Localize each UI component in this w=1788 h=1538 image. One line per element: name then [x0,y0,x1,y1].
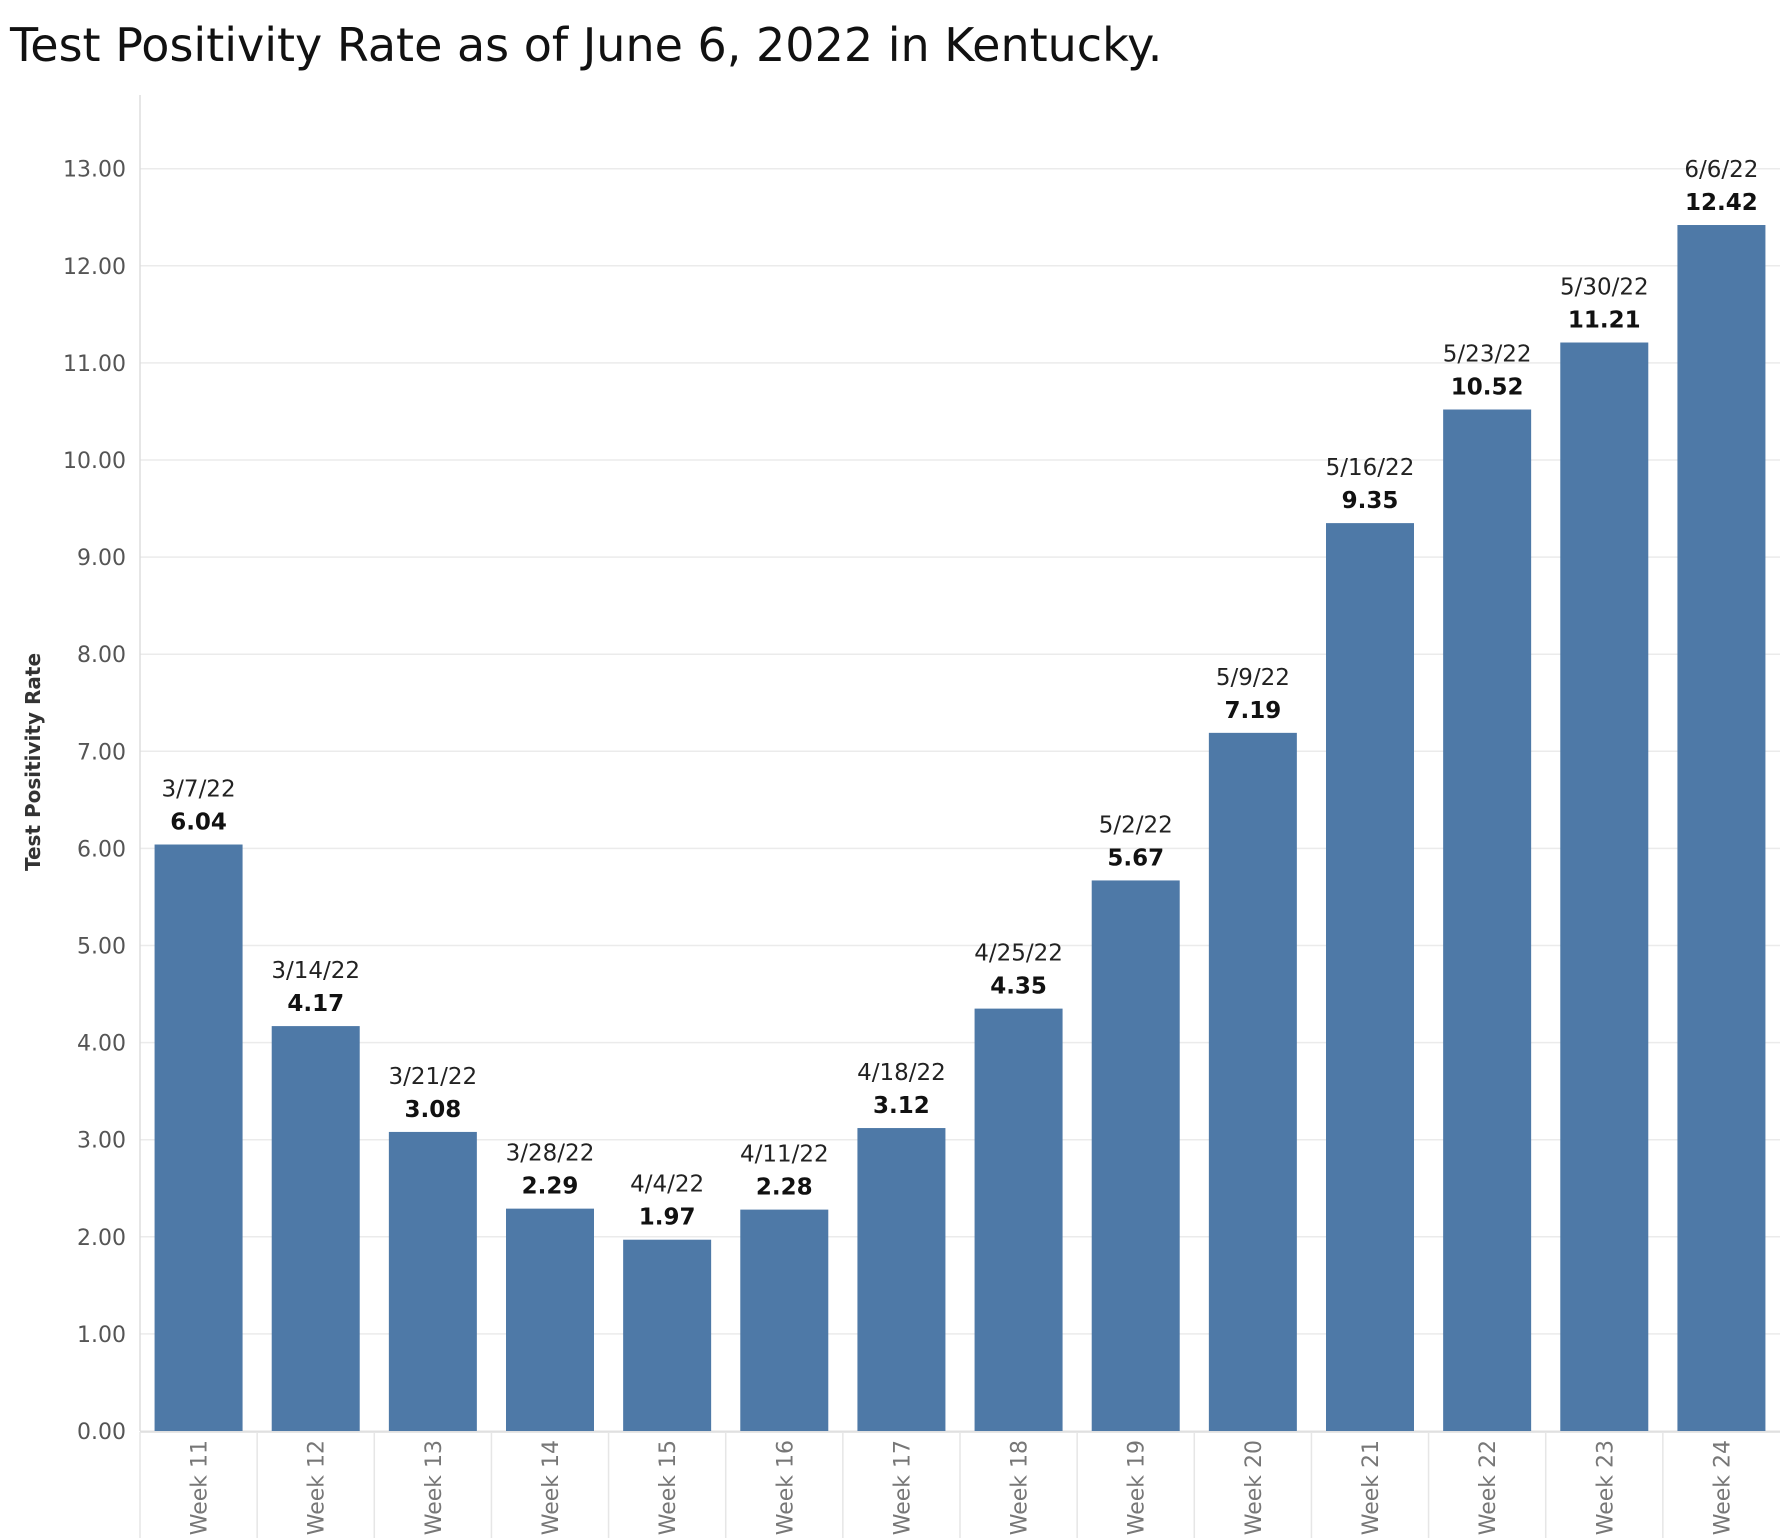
bar-value-label: 4.17 [287,991,344,1017]
x-tick-label: Week 11 [188,1440,213,1535]
x-tick-label: Week 15 [656,1440,681,1535]
bar-date-label: 4/25/22 [974,941,1063,967]
bar-value-label: 3.12 [873,1093,930,1119]
x-tick-label: Week 17 [890,1440,915,1535]
x-tick-label: Week 12 [305,1440,330,1535]
bar [857,1128,946,1431]
bar-value-label: 7.19 [1224,698,1281,724]
bar-value-label: 2.28 [756,1175,813,1201]
y-tick-label: 13.00 [63,158,126,183]
data-labels: 3/7/22 6.04 3/14/22 4.17 3/21/22 3.08 3/28/22 2… [162,157,1759,1231]
axes: 0.00 1.00 2.00 3.00 4.00 5.00 6.00 7.00 8.00 9.00… [63,95,1780,1538]
x-tick-label: Week 13 [422,1440,447,1535]
bar [1560,342,1649,1431]
bar-date-label: 3/14/22 [271,958,360,984]
x-tick-label: Week 14 [539,1440,564,1535]
y-tick-label: 6.00 [77,837,126,862]
bar [506,1208,594,1431]
y-tick-label: 8.00 [77,643,126,668]
bar-date-label: 4/18/22 [857,1060,946,1086]
bar-value-label: 5.67 [1107,845,1164,871]
x-tick-label: Week 16 [773,1440,798,1535]
bar-date-label: 3/28/22 [506,1141,595,1167]
y-tick-label: 11.00 [63,352,126,377]
x-tick-label: Week 22 [1476,1440,1501,1535]
bar-value-label: 11.21 [1568,308,1641,334]
bar-value-label: 6.04 [170,810,227,836]
bar-date-label: 3/7/22 [162,777,236,803]
bar-value-label: 3.08 [404,1097,461,1123]
x-tick-label: Week 20 [1242,1440,1267,1535]
bar [1677,225,1766,1431]
bar-value-label: 1.97 [639,1205,696,1231]
bar [154,844,243,1431]
x-tick-label: Week 23 [1593,1440,1618,1535]
y-tick-label: 7.00 [77,740,126,765]
y-tick-label: 4.00 [77,1032,126,1057]
bar-value-label: 10.52 [1451,375,1524,401]
bars [154,225,1766,1431]
gridlines [140,167,1780,1432]
bar-date-label: 5/16/22 [1326,455,1415,481]
chart-title: Test Positivity Rate as of June 6, 2022 … [10,18,1163,72]
bar [271,1026,360,1431]
bar-value-label: 9.35 [1342,488,1399,514]
y-tick-label: 1.00 [77,1323,126,1348]
y-tick-label: 3.00 [77,1129,126,1154]
x-tick-label: Week 19 [1125,1440,1150,1535]
y-tick-label: 10.00 [63,449,126,474]
bar-value-label: 4.35 [990,974,1047,1000]
bar-date-label: 5/30/22 [1560,275,1649,301]
bar-date-label: 4/11/22 [740,1142,829,1168]
bar-date-label: 5/2/22 [1099,812,1173,838]
bar-value-label: 2.29 [522,1174,579,1200]
bar [1326,523,1414,1431]
x-tick-label: Week 21 [1359,1440,1384,1535]
y-tick-label: 12.00 [63,255,126,280]
y-tick-label: 0.00 [77,1420,126,1445]
bar-date-label: 4/4/22 [630,1172,704,1198]
bar [1091,880,1180,1431]
bar [388,1131,477,1431]
bar-date-label: 5/23/22 [1443,342,1532,368]
bar [1208,732,1297,1431]
bar [740,1209,829,1431]
y-tick-label: 9.00 [77,546,126,571]
bar [1443,409,1532,1431]
x-tick-label: Week 18 [1008,1440,1033,1535]
y-tick-label: 2.00 [77,1226,126,1251]
y-axis-label: Test Positivity Rate [21,653,45,871]
bar-value-label: 12.42 [1685,190,1758,216]
bar-date-label: 6/6/22 [1684,157,1758,183]
x-tick-label: Week 24 [1710,1440,1735,1535]
bar-date-label: 5/9/22 [1216,665,1290,691]
bar [623,1239,712,1431]
y-tick-label: 5.00 [77,935,126,960]
bar-date-label: 3/21/22 [389,1064,478,1090]
bar [974,1008,1063,1431]
